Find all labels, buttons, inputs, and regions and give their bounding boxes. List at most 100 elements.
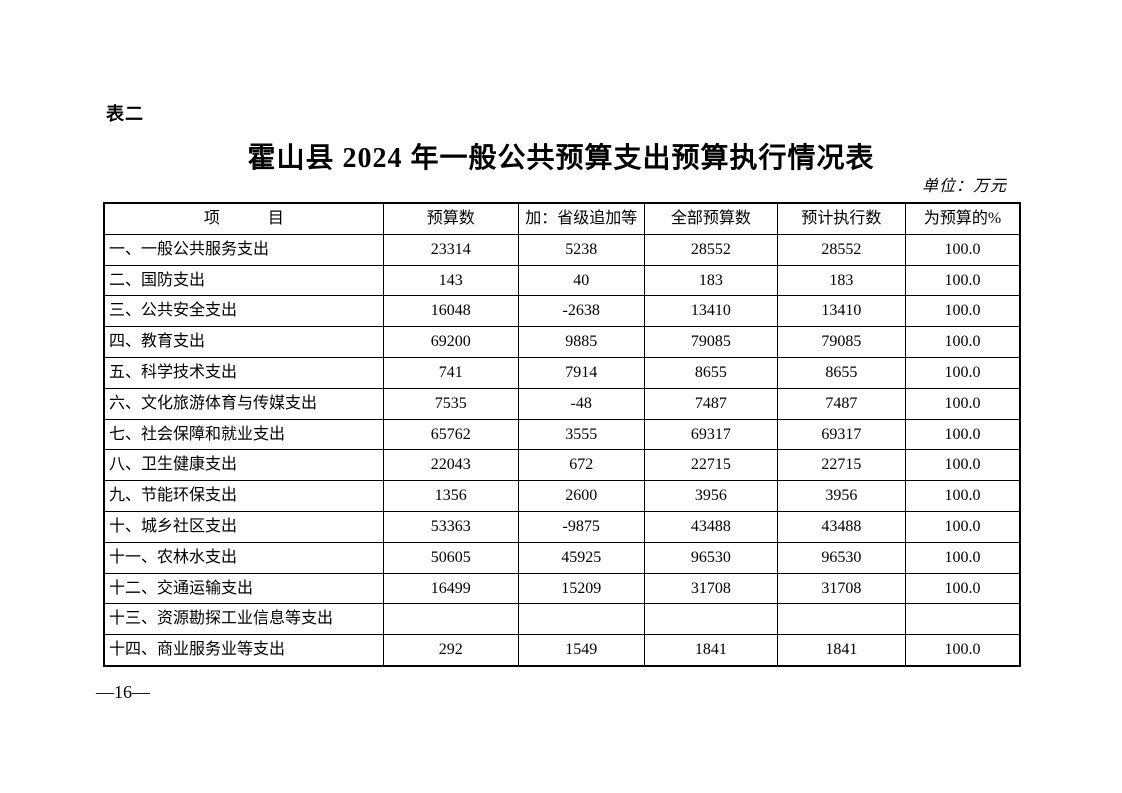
table-row: 四、教育支出 69200 9885 79085 79085 100.0: [103, 326, 1021, 358]
page-number: —16—: [96, 682, 150, 702]
table-row: 七、社会保障和就业支出 65762 3555 69317 69317 100.0: [103, 418, 1021, 451]
table-row: 六、文化旅游体育与传媒支出 7535 -48 7487 7487 100.0: [103, 387, 1021, 420]
provincial-addition-cell: 15209: [517, 572, 645, 605]
pct-of-budget-cell: 100.0: [904, 295, 1021, 328]
provincial-addition-cell: 9885: [517, 326, 645, 358]
table-row: 三、公共安全支出 16048 -2638 13410 13410 100.0: [103, 295, 1021, 328]
total-budget-cell: 7487: [643, 387, 778, 420]
item-cell: 二、国防支出: [103, 264, 384, 297]
provincial-addition-cell: -9875: [517, 510, 645, 543]
expected-execution-cell: 7487: [776, 387, 906, 420]
table-row: 二、国防支出 143 40 183 183 100.0: [103, 264, 1021, 297]
expected-execution-cell: 43488: [776, 510, 906, 543]
budget-cell: 23314: [382, 233, 519, 266]
total-budget-cell: 96530: [643, 541, 778, 574]
expected-execution-cell: 1841: [776, 634, 906, 667]
item-cell: 十二、交通运输支出: [103, 572, 384, 605]
pct-of-budget-cell: [904, 603, 1021, 636]
total-budget-cell: 22715: [643, 449, 778, 482]
provincial-addition-cell: -2638: [517, 295, 645, 328]
pct-of-budget-cell: 100.0: [904, 418, 1021, 451]
item-cell: 四、教育支出: [103, 326, 384, 358]
expected-execution-cell: 13410: [776, 295, 906, 328]
budget-cell: 292: [382, 634, 519, 667]
column-header-2: 加：省级追加等: [517, 202, 645, 235]
table-row: 十三、资源勘探工业信息等支出: [103, 603, 1021, 636]
expected-execution-cell: 79085: [776, 326, 906, 358]
table-body: 一、一般公共服务支出 23314 5238 28552 28552 100.0 二、国防支出…: [103, 233, 1021, 667]
budget-cell: 16048: [382, 295, 519, 328]
column-header-4: 预计执行数: [776, 202, 906, 235]
table-label: 表二: [106, 104, 144, 124]
expected-execution-cell: 28552: [776, 233, 906, 266]
provincial-addition-cell: 7914: [517, 356, 645, 389]
table-row: 一、一般公共服务支出 23314 5238 28552 28552 100.0: [103, 233, 1021, 266]
table-row: 十一、农林水支出 50605 45925 96530 96530 100.0: [103, 541, 1021, 574]
provincial-addition-cell: 1549: [517, 634, 645, 667]
total-budget-cell: 31708: [643, 572, 778, 605]
pct-of-budget-cell: 100.0: [904, 326, 1021, 358]
item-cell: 七、社会保障和就业支出: [103, 418, 384, 451]
total-budget-cell: 13410: [643, 295, 778, 328]
total-budget-cell: 43488: [643, 510, 778, 543]
item-cell: 一、一般公共服务支出: [103, 233, 384, 266]
budget-cell: 22043: [382, 449, 519, 482]
budget-cell: 1356: [382, 480, 519, 512]
expected-execution-cell: 183: [776, 264, 906, 297]
total-budget-cell: 183: [643, 264, 778, 297]
total-budget-cell: 8655: [643, 356, 778, 389]
budget-cell: 65762: [382, 418, 519, 451]
item-cell: 八、卫生健康支出: [103, 449, 384, 482]
total-budget-cell: 28552: [643, 233, 778, 266]
total-budget-cell: 79085: [643, 326, 778, 358]
provincial-addition-cell: 45925: [517, 541, 645, 574]
table-row: 十二、交通运输支出 16499 15209 31708 31708 100.0: [103, 572, 1021, 605]
budget-cell: 741: [382, 356, 519, 389]
item-cell: 十三、资源勘探工业信息等支出: [103, 603, 384, 636]
table-row: 十、城乡社区支出 53363 -9875 43488 43488 100.0: [103, 510, 1021, 543]
pct-of-budget-cell: 100.0: [904, 387, 1021, 420]
table-row: 十四、商业服务业等支出 292 1549 1841 1841 100.0: [103, 634, 1021, 667]
provincial-addition-cell: 2600: [517, 480, 645, 512]
expected-execution-cell: 31708: [776, 572, 906, 605]
pct-of-budget-cell: 100.0: [904, 264, 1021, 297]
provincial-addition-cell: 672: [517, 449, 645, 482]
budget-cell: 16499: [382, 572, 519, 605]
column-header-3: 全部预算数: [643, 202, 778, 235]
budget-table: 项 目预算数 加：省级追加等 全部预算数 预计执行数 为预算的% 一、一般公共服务支出 2…: [103, 202, 1021, 667]
item-cell: 三、公共安全支出: [103, 295, 384, 328]
item-cell: 十四、商业服务业等支出: [103, 634, 384, 667]
expected-execution-cell: 22715: [776, 449, 906, 482]
pct-of-budget-cell: 100.0: [904, 480, 1021, 512]
column-header-1: 预算数: [382, 202, 519, 235]
pct-of-budget-cell: 100.0: [904, 356, 1021, 389]
provincial-addition-cell: -48: [517, 387, 645, 420]
provincial-addition-cell: 40: [517, 264, 645, 297]
item-cell: 十、城乡社区支出: [103, 510, 384, 543]
item-cell: 五、科学技术支出: [103, 356, 384, 389]
item-cell: 十一、农林水支出: [103, 541, 384, 574]
pct-of-budget-cell: 100.0: [904, 510, 1021, 543]
budget-cell: [382, 603, 519, 636]
item-cell: 六、文化旅游体育与传媒支出: [103, 387, 384, 420]
provincial-addition-cell: 3555: [517, 418, 645, 451]
pct-of-budget-cell: 100.0: [904, 634, 1021, 667]
column-header-5: 为预算的%: [904, 202, 1021, 235]
budget-cell: 7535: [382, 387, 519, 420]
expected-execution-cell: 3956: [776, 480, 906, 512]
unit-note: 单位：万元: [921, 178, 1007, 195]
total-budget-cell: 3956: [643, 480, 778, 512]
provincial-addition-cell: 5238: [517, 233, 645, 266]
table-row: 八、卫生健康支出 22043 672 22715 22715 100.0: [103, 449, 1021, 482]
expected-execution-cell: [776, 603, 906, 636]
table-row: 五、科学技术支出 741 7914 8655 8655 100.0: [103, 356, 1021, 389]
budget-cell: 50605: [382, 541, 519, 574]
budget-cell: 53363: [382, 510, 519, 543]
expected-execution-cell: 96530: [776, 541, 906, 574]
page-title: 霍山县 2024 年一般公共预算支出预算执行情况表: [247, 143, 875, 174]
expected-execution-cell: 8655: [776, 356, 906, 389]
pct-of-budget-cell: 100.0: [904, 233, 1021, 266]
pct-of-budget-cell: 100.0: [904, 449, 1021, 482]
budget-cell: 143: [382, 264, 519, 297]
